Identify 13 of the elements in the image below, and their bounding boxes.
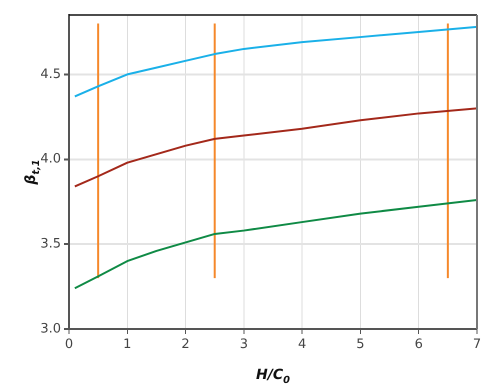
x-tick-label: 5	[356, 337, 365, 352]
y-tick-label: 3.0	[40, 321, 61, 336]
x-tick-label: 1	[123, 337, 132, 352]
y-axis-title: βt,1	[23, 159, 42, 186]
x-tick-label: 0	[64, 337, 74, 352]
x-tick-label: 6	[414, 337, 423, 352]
y-tick-label: 3.5	[40, 236, 61, 252]
x-tick-label: 3	[240, 337, 248, 352]
y-tick-label: 4.5	[40, 66, 61, 82]
x-tick-label: 2	[181, 337, 190, 352]
x-tick-label: 4	[298, 337, 306, 352]
x-tick-label: 7	[472, 337, 482, 352]
y-tick-label: 4.0	[40, 152, 61, 167]
